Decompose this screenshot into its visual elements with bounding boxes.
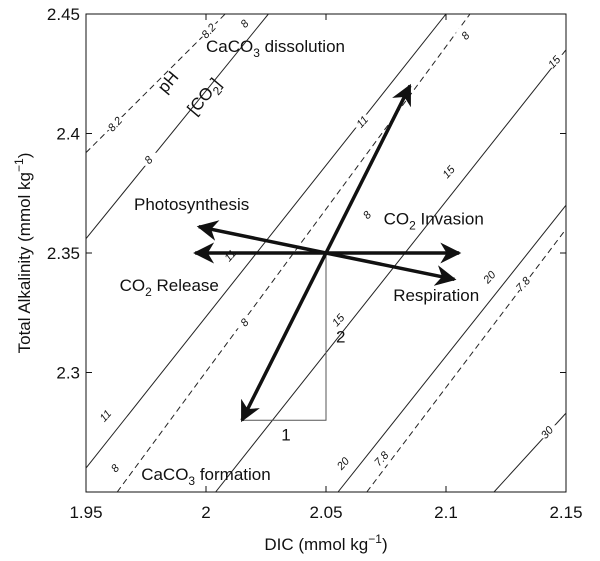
co2-invasion-label: CO2 Invasion [384,209,484,232]
contour-label-bg [235,16,254,30]
process-labels: CaCO3 dissolution CaCO3 formation CO2 Inva… [120,37,484,488]
caco3-formation-arrow [240,252,328,423]
contour-label-bg [456,28,475,42]
contour-label-bg [139,152,158,166]
respiration-arrow [325,251,457,286]
y-tick-label: 2.4 [56,125,80,144]
caco3-formation-label: CaCO3 formation [141,465,271,488]
contour-label-bg [439,164,458,178]
contour-label-bg [105,116,124,130]
y-axis-label: Total Alkalinity (mmol kg−1) [12,153,34,354]
x-tick-label: 2.15 [549,503,582,522]
y-tick-label: 2.45 [47,5,80,24]
x-tick-label: 1.95 [69,503,102,522]
x-axis-ticks: 1.95 2 2.05 2.1 2.15 [69,14,583,522]
caco3-dissolution-label: CaCO3 dissolution [206,37,345,60]
co2-isoline-6 [337,204,566,492]
photosynthesis-arrow [196,220,327,255]
contour-label-bg [357,207,376,221]
slope-run-label: 1 [281,425,290,444]
photosynthesis-label: Photosynthesis [134,195,249,214]
ph-isoline-2 [366,228,566,492]
y-tick-label: 2.35 [47,244,80,263]
contour-label-bg [199,23,218,37]
ph-isoline-1 [116,14,471,492]
contour-label-bg [96,408,115,422]
contour-label-bg [545,54,563,68]
co2-isoline-3 [86,14,269,239]
respiration-label: Respiration [393,286,479,305]
slope-rise-label: 2 [336,328,345,347]
x-tick-label: 2 [201,503,210,522]
contour-label-bg [329,312,347,326]
y-tick-label: 2.3 [56,364,80,383]
slope-triangle: 12 [242,253,345,444]
contour-label-bg [537,425,556,439]
co2-isoline-5 [215,49,566,492]
contour-label-bg [353,114,371,128]
contour-label-bg [372,451,391,465]
x-tick-label: 2.1 [434,503,458,522]
contour-label-bg [105,461,124,475]
y-axis-ticks: 2.3 2.35 2.4 2.45 [47,5,566,383]
contour-label-bg [513,277,532,291]
co2-release-label: CO2 Release [120,276,219,299]
caco3-dissolution-arrow [324,83,412,254]
x-tick-label: 2.05 [309,503,342,522]
contour-label-bg [480,269,499,283]
contour-label-bg [333,456,352,470]
slope-triangle-lines [242,253,327,421]
x-axis-label: DIC (mmol kg−1) [264,532,387,554]
process-vectors [193,83,462,423]
contour-label-bg [235,315,254,329]
